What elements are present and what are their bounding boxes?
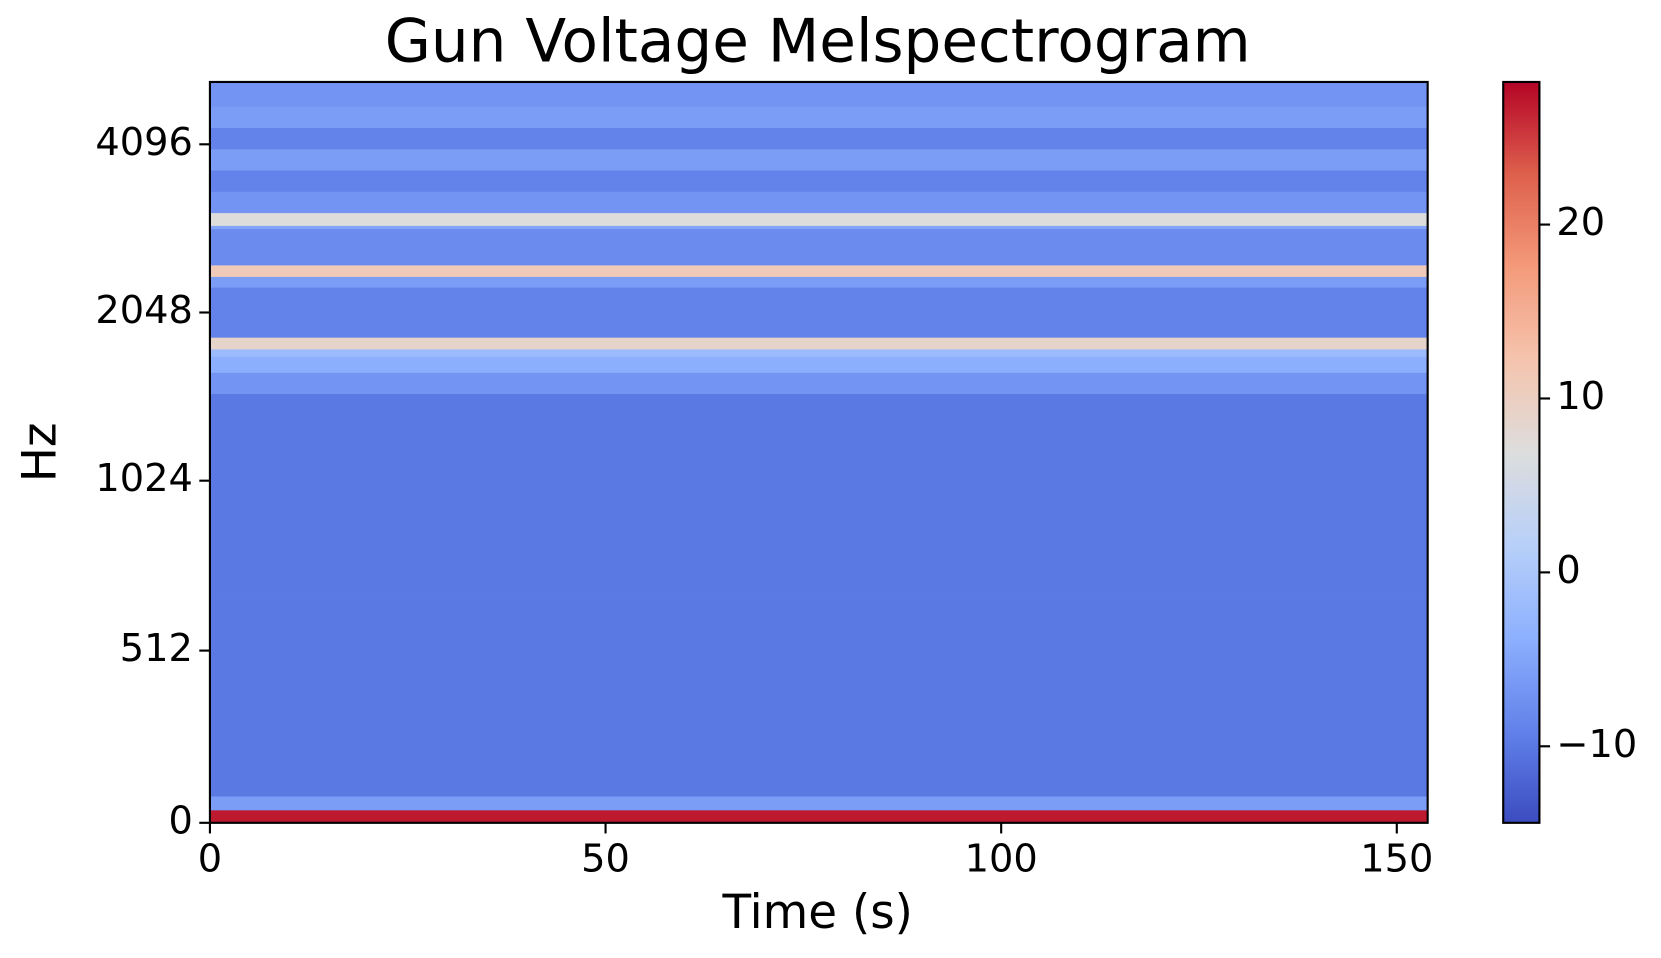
heatmap-band: [209, 393, 1428, 597]
heatmap-band: [209, 276, 1428, 288]
plot-frame: [208, 80, 1429, 824]
heatmap-band: [209, 225, 1428, 230]
heatmap-band: [209, 212, 1428, 226]
colorbar-tick-label: 0: [1556, 548, 1580, 593]
chart-title: Gun Voltage Melspectrogram: [385, 7, 1251, 76]
colorbar: [1502, 80, 1541, 824]
heatmap-band: [209, 170, 1428, 192]
colorbar-tick-label: −10: [1556, 722, 1637, 767]
heatmap-band: [209, 372, 1428, 395]
x-tick-label: 50: [581, 837, 630, 882]
colorbar-tick-label: 10: [1556, 374, 1605, 419]
heatmap-band: [209, 228, 1428, 266]
colorbar-tick-label: 20: [1556, 200, 1605, 245]
x-tick-label: 100: [965, 837, 1038, 882]
y-tick-label: 2048: [95, 288, 193, 333]
heatmap-band: [209, 287, 1428, 338]
y-tick-label: 1024: [95, 456, 193, 501]
x-tick-label: 150: [1360, 837, 1433, 882]
y-tick-label: 512: [120, 626, 193, 671]
heatmap-band: [209, 148, 1428, 171]
heatmap-band: [209, 348, 1428, 357]
heatmap-band: [209, 356, 1428, 373]
heatmap-band: [209, 106, 1428, 128]
heatmap-band: [209, 809, 1428, 824]
heatmap-band: [209, 127, 1428, 150]
x-axis-label: Time (s): [722, 886, 913, 940]
x-tick-label: 0: [198, 837, 222, 882]
y-tick-label: 4096: [95, 120, 193, 165]
heatmap-band: [209, 337, 1428, 350]
heatmap-band: [209, 191, 1428, 214]
y-axis-label: Hz: [13, 422, 67, 482]
heatmap-band: [209, 795, 1428, 811]
y-tick-label: 0: [169, 798, 193, 843]
heatmap-band: [209, 81, 1428, 107]
heatmap-band: [209, 264, 1428, 277]
heatmap-band: [209, 595, 1428, 797]
